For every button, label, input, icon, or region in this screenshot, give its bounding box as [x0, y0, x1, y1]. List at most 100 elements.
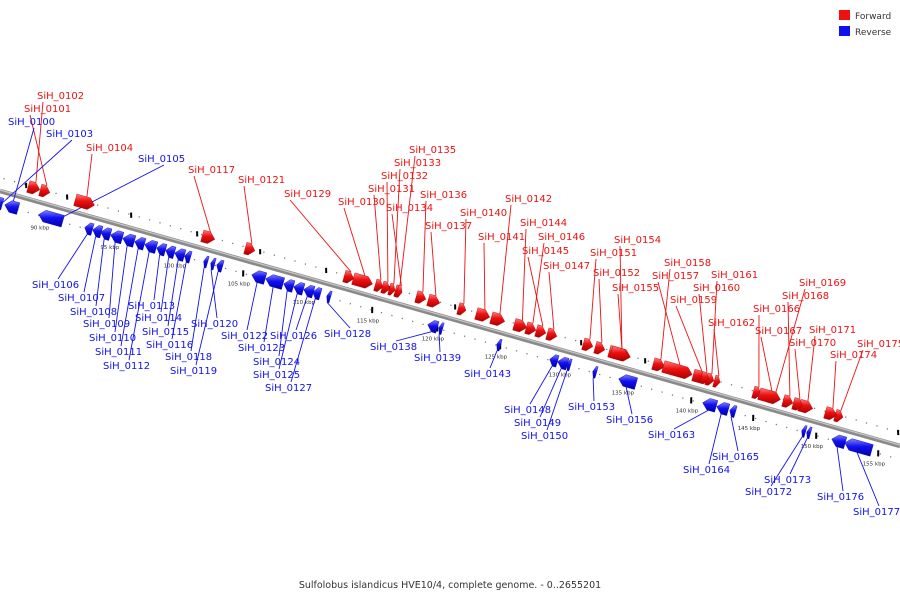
gene-label-SiH_0146[interactable]: SiH_0146	[538, 232, 585, 243]
gene-label-SiH_0149[interactable]: SiH_0149	[514, 418, 561, 429]
gene-label-SiH_0145[interactable]: SiH_0145	[522, 246, 569, 257]
gene-label-SiH_0177[interactable]: SiH_0177	[853, 507, 900, 518]
reverse-gene-SiH_0100[interactable]	[4, 200, 21, 215]
forward-gene-SiH_0141[interactable]	[474, 307, 491, 322]
gene-label-SiH_0147[interactable]: SiH_0147	[543, 261, 590, 272]
reverse-gene-SiH_0116[interactable]	[184, 250, 193, 264]
gene-label-SiH_0100[interactable]: SiH_0100	[8, 117, 55, 128]
forward-gene-SiH_0144[interactable]	[512, 318, 528, 333]
forward-gene-SiH_0101[interactable]	[38, 183, 51, 198]
gene-label-SiH_0124[interactable]: SiH_0124	[253, 357, 300, 368]
gene-label-SiH_0126[interactable]: SiH_0126	[270, 331, 317, 342]
gene-label-SiH_0108[interactable]: SiH_0108	[70, 307, 117, 318]
reverse-gene-SiH_0124[interactable]	[283, 279, 296, 293]
gene-label-SiH_0174[interactable]: SiH_0174	[830, 350, 877, 361]
gene-label-SiH_0175[interactable]: SiH_0175	[857, 339, 900, 350]
forward-gene-SiH_0136[interactable]	[414, 290, 427, 304]
gene-label-SiH_0111[interactable]: SiH_0111	[95, 347, 142, 358]
gene-label-SiH_0131[interactable]: SiH_0131	[368, 184, 415, 195]
forward-gene-SiH_0160[interactable]	[699, 371, 710, 385]
gene-label-SiH_0166[interactable]: SiH_0166	[753, 304, 800, 315]
gene-label-SiH_0153[interactable]: SiH_0153	[568, 402, 615, 413]
gene-label-SiH_0167[interactable]: SiH_0167	[755, 326, 802, 337]
reverse-gene-SiH_0150[interactable]	[566, 358, 573, 372]
reverse-gene-SiH_0164[interactable]	[716, 402, 731, 416]
forward-gene-SiH_0104[interactable]	[73, 193, 95, 210]
gene-label-SiH_0125[interactable]: SiH_0125	[253, 370, 300, 381]
forward-gene-SiH_0137[interactable]	[426, 293, 441, 308]
gene-label-SiH_0136[interactable]: SiH_0136	[420, 190, 467, 201]
reverse-gene-SiH_0177[interactable]	[844, 438, 874, 457]
gene-label-SiH_0161[interactable]: SiH_0161	[711, 270, 758, 281]
reverse-gene-SiH_0111[interactable]	[134, 237, 147, 251]
forward-gene-SiH_0152[interactable]	[593, 341, 606, 355]
gene-label-SiH_0106[interactable]: SiH_0106	[32, 280, 79, 291]
forward-gene-SiH_0121[interactable]	[243, 242, 256, 256]
gene-label-SiH_0122[interactable]: SiH_0122	[221, 331, 268, 342]
gene-label-SiH_0120[interactable]: SiH_0120	[191, 319, 238, 330]
forward-gene-SiH_0131[interactable]	[373, 278, 384, 292]
gene-label-SiH_0154[interactable]: SiH_0154	[614, 235, 661, 246]
forward-gene-SiH_0170[interactable]	[791, 397, 804, 411]
reverse-gene-SiH_0163[interactable]	[702, 398, 719, 413]
reverse-gene-SiH_0106[interactable]	[84, 222, 95, 236]
forward-gene-SiH_0133[interactable]	[387, 282, 396, 296]
gene-label-SiH_0103[interactable]: SiH_0103	[46, 129, 93, 140]
gene-label-SiH_0129[interactable]: SiH_0129	[284, 189, 331, 200]
gene-label-SiH_0162[interactable]: SiH_0162	[708, 318, 755, 329]
gene-label-SiH_0127[interactable]: SiH_0127	[265, 383, 312, 394]
forward-gene-SiH_0132[interactable]	[380, 280, 391, 294]
reverse-gene-SiH_0172[interactable]	[801, 425, 808, 438]
gene-label-SiH_0159[interactable]: SiH_0159	[670, 295, 717, 306]
reverse-gene-SiH_0148[interactable]	[549, 354, 560, 368]
reverse-gene-SiH_0165[interactable]	[729, 405, 738, 418]
reverse-gene-SiH_0119[interactable]	[216, 259, 225, 273]
forward-gene-SiH_0140[interactable]	[456, 302, 467, 316]
gene-label-SiH_0163[interactable]: SiH_0163	[648, 430, 695, 441]
gene-label-SiH_0112[interactable]: SiH_0112	[103, 361, 150, 372]
forward-gene-SiH_0167[interactable]	[757, 387, 781, 405]
forward-gene-SiH_0162[interactable]	[712, 374, 721, 388]
gene-label-SiH_0156[interactable]: SiH_0156	[606, 415, 653, 426]
reverse-gene-SiH_0153[interactable]	[592, 366, 599, 379]
gene-label-SiH_0160[interactable]: SiH_0160	[693, 283, 740, 294]
reverse-gene-SiH_0156[interactable]	[618, 374, 638, 390]
reverse-gene-SiH_0115[interactable]	[174, 248, 187, 262]
gene-label-SiH_0102[interactable]: SiH_0102	[37, 91, 84, 102]
forward-gene-SiH_0168[interactable]	[781, 394, 794, 408]
gene-label-SiH_0140[interactable]: SiH_0140	[460, 208, 507, 219]
reverse-gene-SiH_0118[interactable]	[203, 255, 210, 269]
gene-label-SiH_0110[interactable]: SiH_0110	[89, 333, 136, 344]
reverse-gene-SiH_0139[interactable]	[438, 322, 445, 335]
reverse-gene-SiH_0128[interactable]	[326, 290, 333, 304]
forward-gene-SiH_0146[interactable]	[524, 321, 537, 335]
gene-label-SiH_0151[interactable]: SiH_0151	[590, 248, 637, 259]
gene-label-SiH_0105[interactable]: SiH_0105	[138, 154, 185, 165]
gene-label-SiH_0116[interactable]: SiH_0116	[146, 340, 193, 351]
gene-label-SiH_0158[interactable]: SiH_0158	[664, 258, 711, 269]
forward-gene-SiH_0157[interactable]	[661, 360, 693, 379]
gene-label-SiH_0117[interactable]: SiH_0117	[188, 165, 235, 176]
gene-label-SiH_0107[interactable]: SiH_0107	[58, 293, 105, 304]
gene-label-SiH_0172[interactable]: SiH_0172	[745, 487, 792, 498]
reverse-gene-SiH_0114[interactable]	[165, 245, 177, 259]
gene-label-SiH_0142[interactable]: SiH_0142	[505, 194, 552, 205]
reverse-gene-SiH_0176[interactable]	[831, 434, 848, 449]
forward-gene-SiH_0147[interactable]	[545, 327, 558, 341]
gene-label-SiH_0130[interactable]: SiH_0130	[338, 197, 385, 208]
forward-gene-SiH_0142[interactable]	[489, 311, 506, 326]
gene-label-SiH_0137[interactable]: SiH_0137	[425, 221, 472, 232]
gene-label-SiH_0123[interactable]: SiH_0123	[238, 343, 285, 354]
reverse-gene-SiH_0122[interactable]	[251, 270, 268, 285]
forward-gene-SiH_0117[interactable]	[200, 229, 216, 244]
gene-label-SiH_0104[interactable]: SiH_0104	[86, 143, 133, 154]
gene-label-SiH_0135[interactable]: SiH_0135	[409, 145, 456, 156]
reverse-gene-SiH_0138[interactable]	[427, 320, 440, 334]
reverse-gene-SiH_0125[interactable]	[293, 282, 306, 296]
gene-label-SiH_0155[interactable]: SiH_0155	[612, 283, 659, 294]
gene-label-SiH_0152[interactable]: SiH_0152	[593, 268, 640, 279]
gene-label-SiH_0138[interactable]: SiH_0138	[370, 342, 417, 353]
gene-label-SiH_0143[interactable]: SiH_0143	[464, 369, 511, 380]
gene-label-SiH_0157[interactable]: SiH_0157	[652, 271, 699, 282]
gene-label-SiH_0101[interactable]: SiH_0101	[24, 104, 71, 115]
